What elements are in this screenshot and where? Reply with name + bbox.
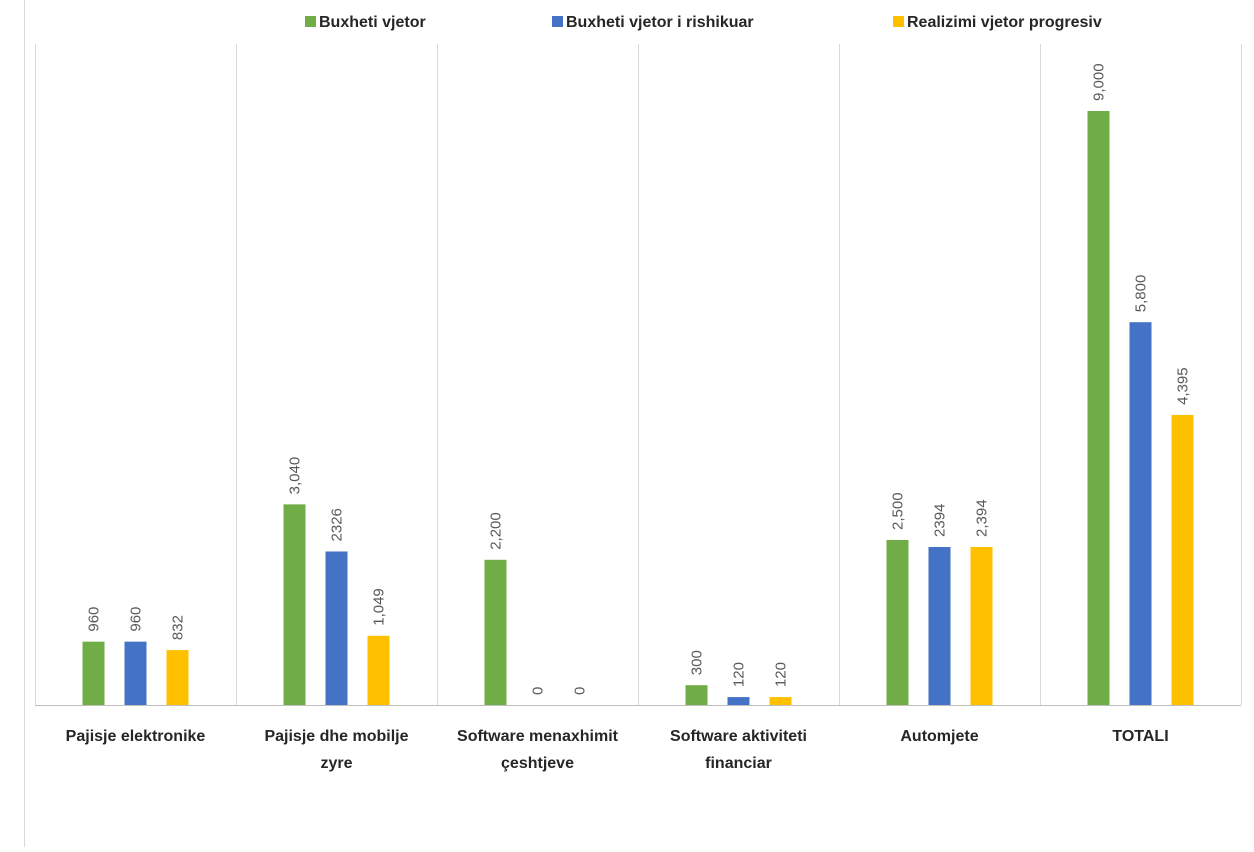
data-label: 0 — [572, 687, 589, 695]
category-label-line: çeshtjeve — [501, 755, 574, 772]
category-label: Automjete — [900, 728, 978, 745]
data-label: 2394 — [932, 504, 949, 537]
legend-swatch — [305, 16, 316, 27]
data-label: 5,800 — [1133, 275, 1150, 313]
category-label-line: Pajisje elektronike — [66, 728, 206, 745]
category-labels: Pajisje elektronike Pajisje dhe mobilje zy… — [66, 728, 1169, 772]
data-label: 9,000 — [1091, 63, 1108, 101]
legend-item: Realizimi vjetor progresiv — [893, 14, 1102, 31]
bar — [886, 540, 909, 705]
bar — [325, 551, 348, 705]
bar — [727, 697, 750, 705]
data-label: 960 — [86, 607, 103, 632]
data-label: 120 — [773, 662, 790, 687]
bar — [484, 559, 507, 705]
data-label: 300 — [689, 650, 706, 675]
data-label: 2,200 — [488, 512, 505, 550]
category-label-line: TOTALI — [1112, 728, 1168, 745]
category-label-line: Software menaxhimit — [457, 728, 619, 745]
category-label: Pajisje dhe mobilje zyre — [264, 728, 408, 772]
bar — [367, 635, 390, 705]
data-label: 2,500 — [890, 492, 907, 530]
legend-item: Buxheti vjetor — [305, 14, 426, 31]
bar — [1171, 414, 1194, 705]
legend-swatch — [893, 16, 904, 27]
bar — [970, 546, 993, 705]
legend-label: Buxheti vjetor i rishikuar — [566, 14, 754, 31]
data-labels: 960 3,040 2,200 300 2,500 9,000 960 2326 0 120 239… — [86, 63, 1192, 695]
legend-swatch — [552, 16, 563, 27]
bars — [82, 111, 1194, 705]
category-label: Software aktiviteti financiar — [670, 728, 807, 772]
category-label-line: Software aktiviteti — [670, 728, 807, 745]
category-label-line: Pajisje dhe mobilje — [264, 728, 408, 745]
legend-label: Buxheti vjetor — [319, 14, 426, 31]
data-label: 0 — [530, 687, 547, 695]
data-label: 1,049 — [371, 588, 388, 626]
category-label: Pajisje elektronike — [66, 728, 206, 745]
bar — [928, 546, 951, 705]
data-label: 4,395 — [1175, 367, 1192, 405]
data-label: 3,040 — [287, 457, 304, 495]
legend-item: Buxheti vjetor i rishikuar — [552, 14, 754, 31]
category-label-line: financiar — [705, 755, 772, 772]
category-label-line: Automjete — [900, 728, 978, 745]
legend: Buxheti vjetor Buxheti vjetor i rishikuar… — [305, 14, 1102, 31]
category-label: TOTALI — [1112, 728, 1168, 745]
data-label: 2,394 — [974, 499, 991, 537]
bar — [1129, 322, 1152, 705]
category-label: Software menaxhimit çeshtjeve — [457, 728, 619, 772]
bar — [166, 650, 189, 705]
data-label: 960 — [128, 607, 145, 632]
data-label: 120 — [731, 662, 748, 687]
bar — [1087, 111, 1110, 705]
bar — [769, 697, 792, 705]
bar — [82, 641, 105, 705]
legend-label: Realizimi vjetor progresiv — [907, 14, 1102, 31]
data-label: 832 — [170, 615, 187, 640]
category-label-line: zyre — [320, 755, 352, 772]
category-separators — [35, 44, 1242, 705]
bar — [124, 641, 147, 705]
data-label: 2326 — [329, 508, 346, 541]
bar — [283, 504, 306, 705]
bar — [685, 685, 708, 705]
